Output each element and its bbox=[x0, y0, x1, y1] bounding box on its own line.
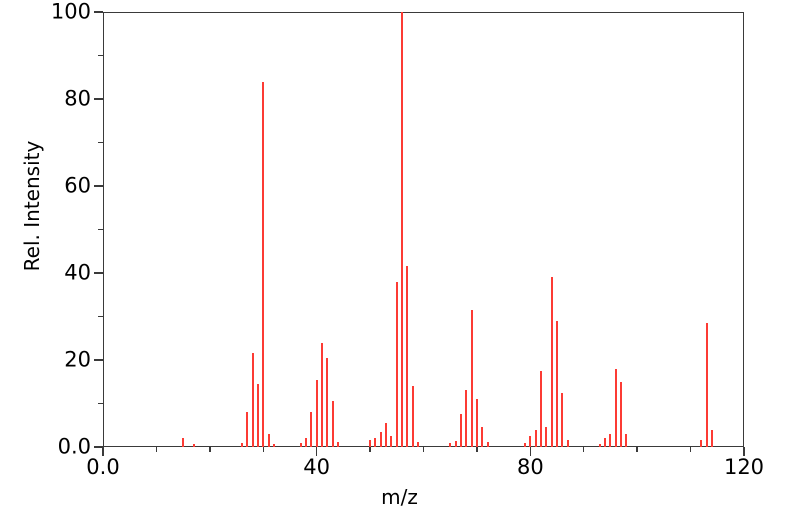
y-axis-tick-label: 80 bbox=[64, 86, 91, 111]
y-axis-tick bbox=[94, 185, 103, 187]
x-axis-tick bbox=[369, 447, 371, 452]
x-axis-tick-label: 0.0 bbox=[86, 455, 120, 479]
y-axis-tick bbox=[94, 359, 103, 361]
y-axis-title: Rel. Intensity bbox=[20, 140, 44, 272]
x-axis-title: m/z bbox=[381, 485, 418, 509]
y-axis-tick-label: 40 bbox=[64, 260, 91, 285]
x-axis-tick-label: 40 bbox=[303, 455, 331, 479]
x-axis-tick bbox=[583, 447, 585, 452]
y-axis-tick bbox=[98, 141, 103, 144]
x-axis-tick bbox=[689, 447, 692, 452]
y-axis-tick bbox=[98, 54, 103, 57]
x-axis-tick bbox=[743, 447, 745, 456]
x-axis-tick-label: 80 bbox=[516, 455, 544, 479]
x-axis-tick bbox=[209, 447, 211, 452]
y-axis-tick bbox=[98, 402, 103, 405]
y-axis-tick bbox=[94, 446, 103, 448]
x-axis-tick bbox=[315, 447, 318, 456]
y-axis-tick-label: 0.0 bbox=[57, 434, 91, 459]
x-axis-tick bbox=[636, 447, 638, 452]
x-axis-tick bbox=[155, 447, 158, 452]
x-axis-tick bbox=[529, 447, 532, 456]
y-axis-tick-label: 100 bbox=[50, 0, 91, 24]
y-axis-tick-label: 20 bbox=[64, 347, 91, 372]
y-axis-tick bbox=[94, 11, 103, 13]
y-axis-tick bbox=[94, 98, 103, 100]
plot-area bbox=[103, 12, 744, 447]
y-axis-tick bbox=[98, 228, 103, 231]
x-axis-tick bbox=[476, 447, 478, 452]
x-axis-tick bbox=[102, 447, 104, 456]
y-axis-tick-label: 60 bbox=[64, 173, 91, 198]
x-axis-tick-label: 120 bbox=[723, 455, 765, 479]
x-axis-tick bbox=[422, 447, 425, 452]
x-axis-tick bbox=[262, 447, 264, 452]
y-axis-tick bbox=[98, 315, 103, 318]
y-axis-tick bbox=[94, 272, 103, 274]
